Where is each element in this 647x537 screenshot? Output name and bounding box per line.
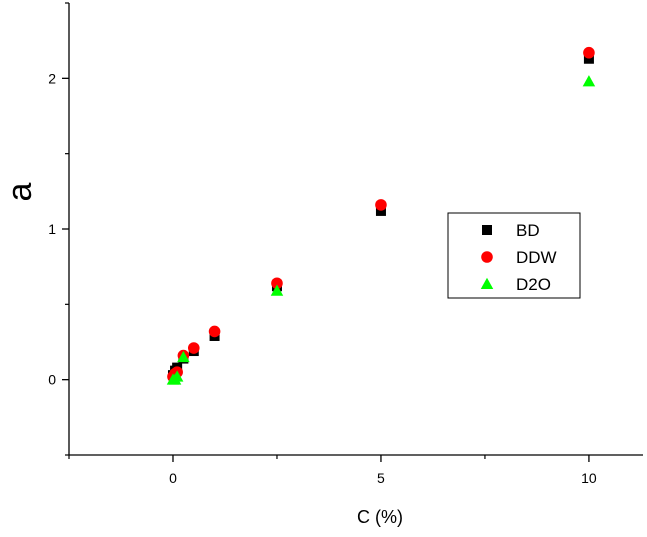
x-tick-label: 0 — [169, 470, 177, 486]
series-d2o — [166, 75, 596, 385]
data-point — [583, 46, 595, 59]
legend-label: BD — [516, 221, 540, 240]
tick-labels: 0 5 10 0 1 2 — [48, 70, 597, 486]
data-point — [582, 75, 596, 87]
x-tick-label: 5 — [377, 470, 385, 486]
ticks — [62, 2, 590, 462]
legend-marker-bd — [482, 225, 492, 235]
y-tick-label: 0 — [48, 372, 56, 388]
data-point — [271, 277, 283, 290]
x-axis-label: C (%) — [357, 507, 403, 527]
y-tick-label: 2 — [48, 70, 56, 86]
legend-items: BD DDW D2O — [480, 221, 557, 294]
data-point — [583, 53, 594, 64]
legend-marker-d2o — [480, 277, 494, 289]
data-point — [170, 370, 184, 382]
legend-label: D2O — [516, 275, 551, 294]
y-axis-label: a — [1, 182, 39, 201]
data-point — [187, 342, 200, 354]
legend: BD DDW D2O — [447, 212, 581, 299]
data-point — [208, 325, 221, 338]
legend-box — [447, 212, 581, 299]
legend-label: DDW — [516, 248, 557, 267]
data-points — [166, 46, 596, 385]
data-point — [375, 205, 386, 216]
legend-marker-ddw — [481, 251, 493, 263]
data-point — [375, 199, 387, 211]
x-tick-label: 10 — [581, 470, 597, 486]
data-point — [270, 284, 284, 296]
y-tick-label: 1 — [48, 221, 56, 237]
data-point — [177, 350, 190, 363]
